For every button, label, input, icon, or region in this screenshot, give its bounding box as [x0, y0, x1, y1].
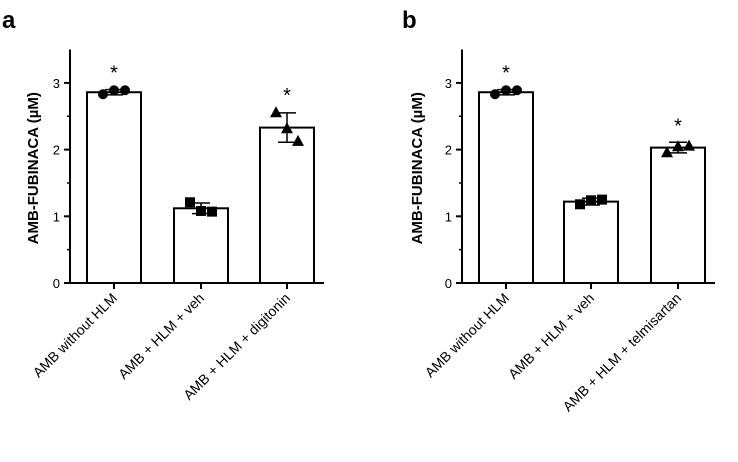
significance-marker: *	[674, 115, 682, 137]
data-point-triangle	[672, 140, 684, 152]
x-tick-label: AMB without HLM	[422, 290, 513, 381]
data-point-circle	[109, 85, 119, 96]
y-axis-label: AMB-FUBINACA (µM)	[25, 92, 42, 244]
y-axis-label: AMB-FUBINACA (µM)	[409, 92, 426, 244]
x-tick-label: AMB without HLM	[30, 290, 121, 381]
bar	[86, 91, 142, 284]
bar	[563, 200, 619, 285]
y-tick-label: 0	[445, 276, 452, 291]
y-tick-label: 3	[53, 76, 60, 91]
panel-label: a	[2, 7, 16, 34]
significance-marker: *	[283, 85, 291, 107]
x-tick-label: AMB + HLM + veh	[115, 290, 207, 382]
data-point-triangle	[292, 134, 304, 146]
data-point-circle	[501, 85, 511, 96]
significance-marker: *	[110, 63, 118, 85]
panel-label: b	[402, 7, 417, 34]
panel-b: b 0 1 2 3 AMB-FUBINACA (µM) * AMB without HLMAM…	[402, 7, 715, 414]
bar	[259, 126, 315, 284]
data-point-circle	[120, 85, 130, 96]
data-point-square	[207, 206, 217, 217]
bar	[173, 207, 229, 285]
data-point-triangle	[661, 146, 673, 158]
y-tick-label: 1	[53, 209, 60, 224]
data-point-circle	[490, 89, 500, 100]
data-point-square	[196, 205, 206, 216]
data-point-square	[586, 195, 596, 206]
y-tick-label: 0	[53, 276, 60, 291]
data-point-square	[185, 197, 195, 208]
data-point-triangle	[270, 106, 282, 118]
y-tick-label: 2	[445, 143, 452, 158]
y-tick-label: 1	[445, 209, 452, 224]
data-point-square	[597, 194, 607, 205]
significance-marker: *	[502, 63, 510, 85]
data-point-square	[575, 199, 585, 210]
bar	[650, 146, 706, 284]
panel-a: a 0 1 2 3 AMB-FUBINACA (µM) * AMB without HLMAM…	[2, 7, 324, 403]
data-point-triangle	[281, 122, 293, 134]
y-tick-label: 2	[53, 143, 60, 158]
bar	[478, 91, 534, 284]
data-point-circle	[512, 85, 522, 96]
y-tick-label: 3	[445, 76, 452, 91]
x-tick-label: AMB + HLM + veh	[505, 290, 597, 382]
data-point-triangle	[683, 139, 695, 151]
data-point-circle	[98, 89, 108, 100]
